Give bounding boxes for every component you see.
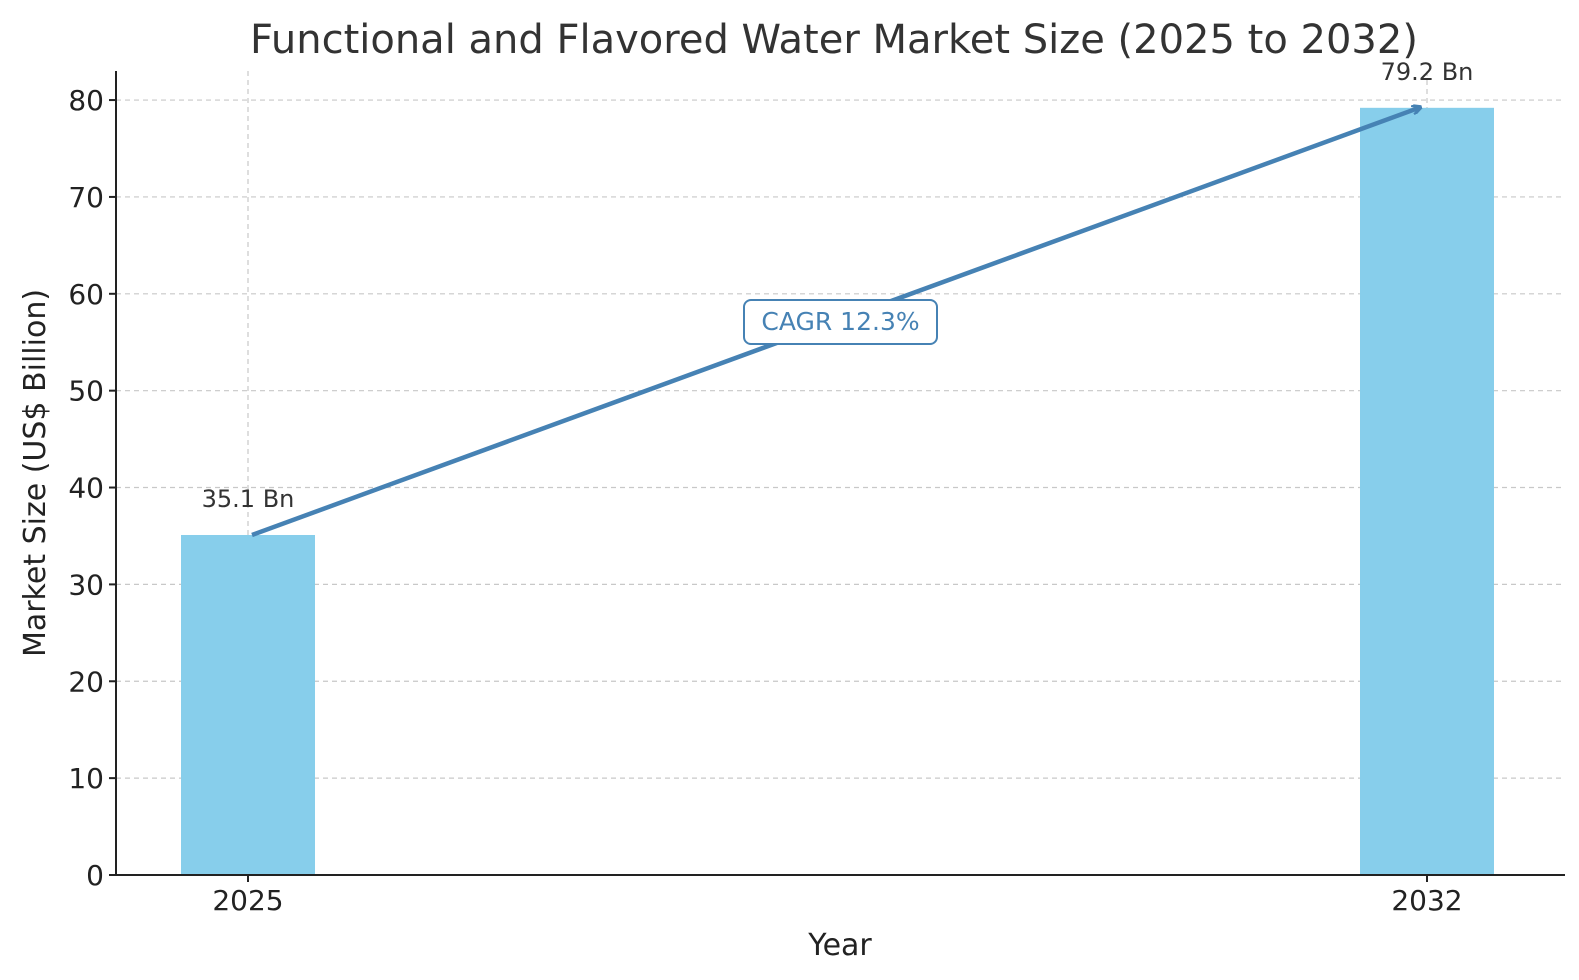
bar-2025 [181, 534, 315, 875]
y-tick-label-80: 80 [68, 84, 104, 117]
y-axis-ticks: 0 10 20 30 40 50 60 70 80 [68, 84, 116, 892]
bars [181, 107, 1494, 876]
cagr-annotation: CAGR 12.3% [251, 108, 1419, 538]
grid [116, 71, 1565, 875]
cagr-label-box [743, 299, 938, 345]
x-tick-label-2032: 2032 [1391, 884, 1462, 917]
cagr-label: CAGR 12.3% [761, 307, 919, 336]
data-label-2032: 79.2 Bn [1381, 58, 1474, 86]
y-tick-label-50: 50 [68, 375, 104, 408]
y-tick-label-60: 60 [68, 278, 104, 311]
x-tick-label-2025: 2025 [212, 884, 283, 917]
y-axis-title: Market Size (US$ Billion) [18, 289, 53, 657]
data-label-2025: 35.1 Bn [202, 485, 295, 513]
chart-title: Functional and Flavored Water Market Siz… [250, 17, 1418, 63]
y-tick-label-10: 10 [68, 762, 104, 795]
y-tick-label-40: 40 [68, 472, 104, 505]
data-labels: 35.1 Bn 79.2 Bn [202, 58, 1474, 513]
y-tick-label-20: 20 [68, 665, 104, 698]
bar-2032 [1360, 107, 1494, 876]
y-tick-label-70: 70 [68, 181, 104, 214]
y-tick-label-30: 30 [68, 568, 104, 601]
x-axis-ticks: 2025 2032 [212, 875, 1463, 917]
x-axis-title: Year [807, 928, 872, 963]
y-tick-label-0: 0 [86, 859, 104, 892]
